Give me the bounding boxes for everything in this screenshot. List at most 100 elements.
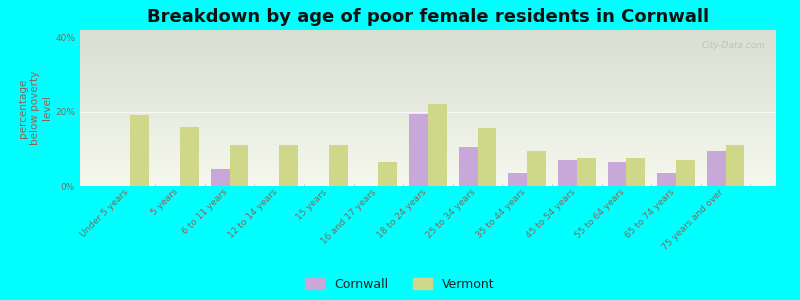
Bar <box>80 154 776 155</box>
Bar <box>80 134 776 135</box>
Bar <box>80 45 776 46</box>
Bar <box>80 138 776 139</box>
Bar <box>80 123 776 124</box>
Bar <box>80 142 776 143</box>
Bar <box>80 96 776 97</box>
Bar <box>80 42 776 43</box>
Bar <box>558 160 577 186</box>
Bar <box>80 52 776 53</box>
Bar <box>80 156 776 157</box>
Bar <box>80 41 776 42</box>
Bar <box>80 131 776 132</box>
Bar <box>80 44 776 45</box>
Bar <box>80 122 776 123</box>
Bar <box>80 126 776 127</box>
Bar <box>80 179 776 180</box>
Bar <box>80 70 776 71</box>
Bar <box>80 167 776 168</box>
Bar <box>80 130 776 131</box>
Bar <box>80 173 776 174</box>
Bar <box>80 83 776 84</box>
Bar <box>706 151 726 186</box>
Bar <box>80 85 776 86</box>
Bar <box>80 106 776 107</box>
Bar <box>80 170 776 171</box>
Bar <box>80 153 776 154</box>
Bar <box>80 147 776 148</box>
Bar <box>80 35 776 36</box>
Bar <box>80 89 776 90</box>
Bar <box>211 169 230 186</box>
Bar <box>478 128 497 186</box>
Bar <box>80 60 776 61</box>
Bar <box>80 101 776 102</box>
Legend: Cornwall, Vermont: Cornwall, Vermont <box>306 278 494 291</box>
Bar <box>80 92 776 93</box>
Bar <box>80 93 776 94</box>
Y-axis label: percentage
below poverty
level: percentage below poverty level <box>18 71 52 145</box>
Bar <box>80 108 776 109</box>
Bar <box>80 94 776 95</box>
Bar <box>80 158 776 159</box>
Bar <box>80 124 776 125</box>
Bar <box>80 84 776 85</box>
Bar <box>230 145 249 186</box>
Bar <box>80 53 776 54</box>
Bar <box>80 66 776 67</box>
Bar <box>80 30 776 31</box>
Bar <box>80 125 776 126</box>
Bar <box>80 136 776 137</box>
Bar <box>180 127 199 186</box>
Bar <box>80 155 776 156</box>
Bar <box>80 102 776 103</box>
Bar <box>80 112 776 113</box>
Bar <box>80 49 776 50</box>
Bar <box>80 152 776 153</box>
Bar <box>80 111 776 112</box>
Bar <box>80 171 776 172</box>
Bar <box>676 160 694 186</box>
Bar <box>80 69 776 70</box>
Bar <box>607 162 626 186</box>
Bar <box>80 145 776 146</box>
Bar <box>80 139 776 140</box>
Bar <box>80 88 776 89</box>
Bar <box>80 113 776 114</box>
Bar <box>80 77 776 78</box>
Bar <box>80 99 776 100</box>
Bar <box>80 75 776 76</box>
Bar <box>80 129 776 130</box>
Bar <box>657 173 676 186</box>
Bar <box>80 178 776 179</box>
Bar <box>80 37 776 38</box>
Bar <box>80 150 776 151</box>
Bar <box>80 50 776 51</box>
Bar <box>508 173 527 186</box>
Bar <box>80 162 776 163</box>
Bar <box>80 120 776 121</box>
Bar <box>80 72 776 73</box>
Bar <box>80 47 776 48</box>
Bar <box>80 160 776 161</box>
Bar <box>80 58 776 59</box>
Bar <box>80 76 776 77</box>
Bar <box>329 145 348 186</box>
Bar <box>80 105 776 106</box>
Bar <box>80 151 776 152</box>
Bar <box>80 115 776 116</box>
Bar <box>80 98 776 99</box>
Bar <box>80 43 776 44</box>
Bar <box>80 67 776 68</box>
Bar <box>80 137 776 138</box>
Bar <box>80 87 776 88</box>
Bar <box>80 148 776 149</box>
Bar <box>80 61 776 62</box>
Bar <box>80 174 776 175</box>
Bar <box>80 57 776 58</box>
Bar <box>80 103 776 104</box>
Bar <box>80 79 776 80</box>
Bar <box>279 145 298 186</box>
Bar <box>80 62 776 63</box>
Bar <box>80 107 776 108</box>
Bar <box>80 149 776 150</box>
